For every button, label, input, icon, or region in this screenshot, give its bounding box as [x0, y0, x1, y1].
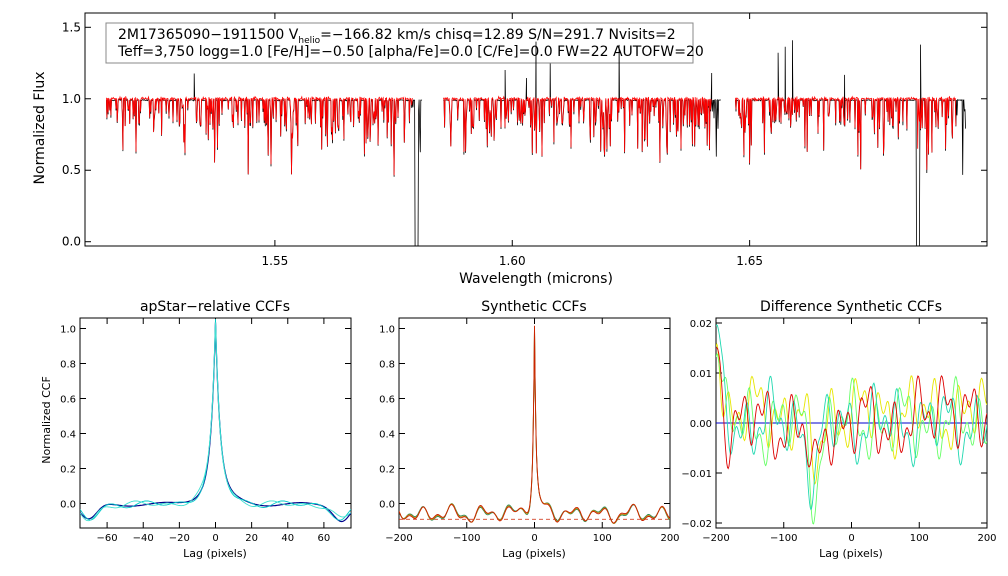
synthetic-ccf-xtick-label: 0 [531, 533, 537, 544]
apstar-ccf-ytick-label: 0.0 [60, 500, 76, 511]
difference-ccf-xtick-label: 0 [848, 533, 854, 544]
apstar-ccf-xtick-label: 40 [281, 533, 294, 544]
apstar-ccf-ytick-label: 0.8 [60, 360, 76, 371]
synthetic-ccf-xtick-label: −200 [385, 533, 412, 544]
synthetic-ccf-ytick-label: 0.2 [379, 465, 395, 476]
synthetic-ccf-ytick-label: 0.0 [379, 500, 395, 511]
synthetic-ccf-xtick-label: 200 [660, 533, 679, 544]
apstar-ccf-xtick-label: −40 [133, 533, 154, 544]
spectrum-xtick-label: 1.65 [736, 254, 763, 268]
spectrum-ylabel: Normalized Flux [32, 72, 48, 185]
difference-ccf-xtick-label: 200 [977, 533, 996, 544]
spectrum-xlabel: Wavelength (microns) [459, 271, 613, 287]
difference-ccf-xtick-label: −100 [770, 533, 797, 544]
synthetic-ccf-ytick-label: 0.8 [379, 360, 395, 371]
synthetic-ccf-title: Synthetic CCFs [481, 299, 586, 315]
spectrum-ytick-label: 0.5 [62, 163, 81, 177]
difference-ccf-xtick-label: 100 [910, 533, 929, 544]
model-spectrum-line [443, 95, 712, 162]
apstar-ccf-title: apStar−relative CCFs [140, 299, 290, 315]
spectrum-panel: 2M17365090−1911500 Vhelio=−166.82 km/s c… [32, 12, 988, 287]
difference-ccf-line-4 [716, 347, 987, 470]
apstar-ccf-xtick-label: −20 [169, 533, 190, 544]
apstar-ccf-ytick-label: 0.4 [60, 430, 76, 441]
difference-ccf-panel: Difference Synthetic CCFs Lag (pixels) −… [681, 299, 996, 560]
synthetic-ccf-xtick-label: −100 [453, 533, 480, 544]
apstar-ccf-line-3 [80, 322, 351, 522]
spectrum-xtick-label: 1.60 [499, 254, 526, 268]
apstar-ccf-ylabel: Normalized CCF [40, 376, 53, 464]
info-box [105, 22, 694, 64]
synthetic-ccf-xlabel: Lag (pixels) [502, 547, 566, 560]
observed-spectrum-line [106, 73, 423, 246]
difference-ccf-xtick-label: −200 [702, 533, 729, 544]
apstar-ccf-xtick-label: 20 [245, 533, 258, 544]
synthetic-ccf-ytick-label: 0.6 [379, 395, 395, 406]
spectrum-ytick-label: 1.0 [62, 92, 81, 106]
apstar-ccf-frame [79, 317, 352, 529]
apstar-ccf-line-1 [80, 322, 351, 523]
info-line-2: Teff=3,750 logg=1.0 [Fe/H]=−0.50 [alpha/… [117, 44, 704, 60]
apstar-ccf-ytick-label: 0.2 [60, 465, 76, 476]
apstar-ccf-xtick-label: −60 [97, 533, 118, 544]
apstar-ccf-xtick-label: 60 [318, 533, 331, 544]
difference-ccf-line-3 [716, 324, 987, 511]
spectrum-ytick-label: 1.5 [62, 20, 81, 34]
info-line-1: 2M17365090−1911500 Vhelio=−166.82 km/s c… [118, 27, 676, 46]
difference-ccf-ytick-label: −0.02 [681, 519, 712, 530]
apstar-ccf-xtick-label: 0 [212, 533, 218, 544]
spectrum-ytick-label: 0.0 [62, 235, 81, 249]
apstar-ccf-ytick-label: 0.6 [60, 395, 76, 406]
synthetic-ccf-ytick-label: 1.0 [379, 325, 395, 336]
difference-ccf-xlabel: Lag (pixels) [819, 547, 883, 560]
difference-ccf-ytick-label: 0.02 [690, 319, 712, 330]
synthetic-ccf-panel: Synthetic CCFs Lag (pixels) −200 −100 0 100… [379, 299, 679, 560]
synthetic-ccf-xtick-label: 100 [593, 533, 612, 544]
apstar-ccf-xlabel: Lag (pixels) [183, 547, 247, 560]
difference-ccf-ytick-label: 0.00 [690, 419, 712, 430]
spectrum-xtick-label: 1.55 [262, 254, 289, 268]
difference-ccf-ytick-label: 0.01 [690, 369, 712, 380]
apstar-ccf-ytick-label: 1.0 [60, 325, 76, 336]
spectrum-frame [84, 12, 988, 247]
model-spectrum-line [735, 95, 957, 170]
apstar-ccf-line-2 [80, 318, 351, 521]
observed-spectrum-line [735, 40, 966, 246]
synthetic-ccf-line-3 [399, 325, 670, 524]
difference-ccf-line-2 [716, 353, 987, 525]
model-spectrum-line [106, 95, 413, 176]
synthetic-ccf-ytick-label: 0.4 [379, 430, 395, 441]
apstar-ccf-panel: apStar−relative CCFs Lag (pixels) Normal… [40, 299, 352, 560]
difference-ccf-title: Difference Synthetic CCFs [760, 299, 942, 315]
difference-ccf-ytick-label: −0.01 [681, 469, 712, 480]
